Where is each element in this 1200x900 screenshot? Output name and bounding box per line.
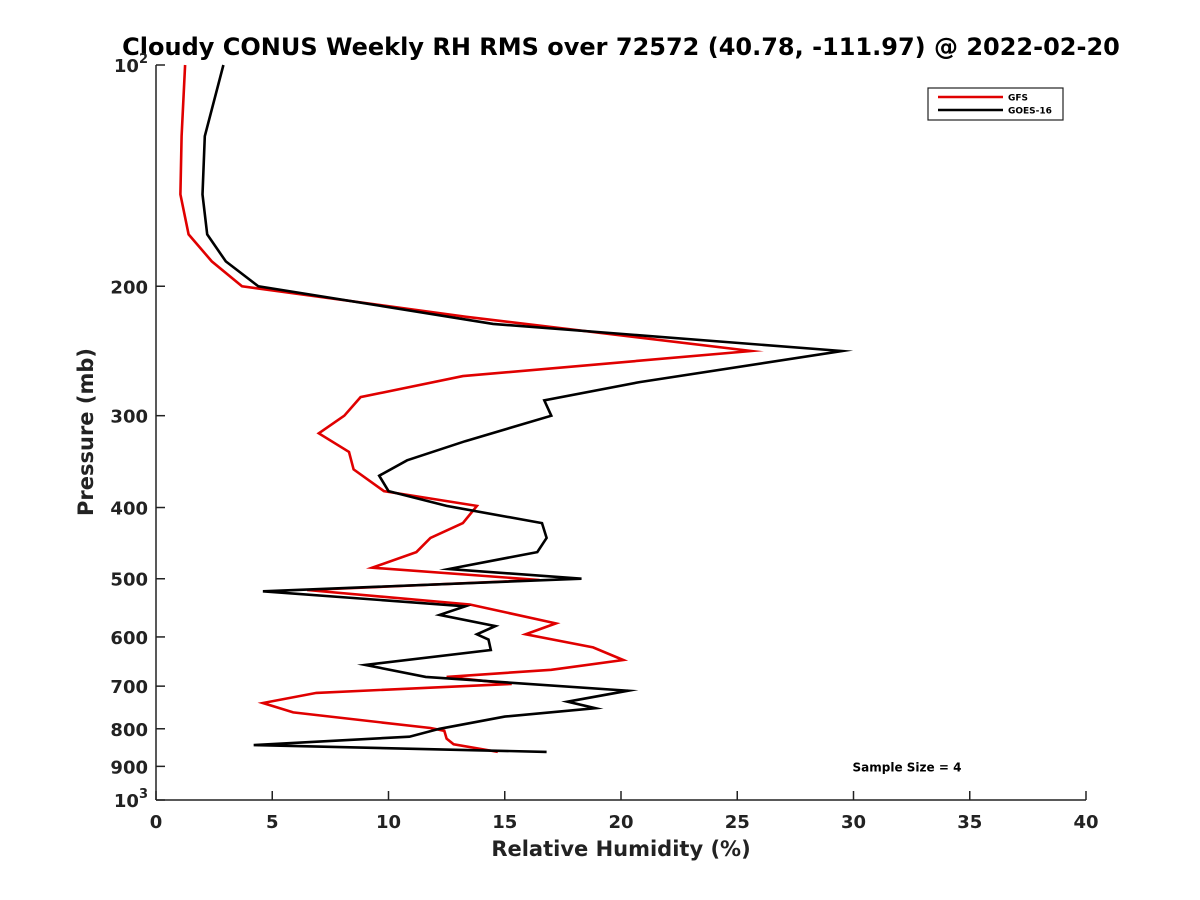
x-tick-label: 20	[608, 812, 633, 833]
series-line-gfs	[179, 64, 764, 754]
x-ticks: 0 5 10 15 20 25 30 35 40	[150, 791, 1099, 833]
y-tick-label: 200	[110, 277, 148, 298]
legend: GFS GOES-16	[927, 87, 1064, 121]
series-lines	[179, 64, 854, 754]
y-tick-label: 800	[110, 720, 148, 741]
x-tick-label: 0	[150, 812, 163, 833]
x-tick-label: 25	[725, 812, 750, 833]
y-tick-label: 700	[110, 677, 148, 698]
x-tick-label: 30	[841, 812, 866, 833]
y-tick-label: 102	[114, 52, 148, 77]
x-axis-label: Relative Humidity (%)	[491, 837, 750, 861]
y-tick-label: 500	[110, 570, 148, 591]
series-line-goes16	[201, 64, 854, 754]
chart-title: Cloudy CONUS Weekly RH RMS over 72572 (4…	[122, 33, 1120, 61]
y-tick-label: 103	[114, 787, 148, 812]
y-ticks: 102 200 300 400 500 600 700 800 900 103	[110, 52, 165, 812]
x-tick-label: 40	[1073, 812, 1098, 833]
y-tick-label: 900	[110, 757, 148, 778]
y-tick-label: 300	[110, 407, 148, 428]
y-axis-label: Pressure (mb)	[74, 348, 98, 516]
x-tick-label: 15	[492, 812, 517, 833]
legend-box	[927, 87, 1064, 121]
legend-label-goes16: GOES-16	[1008, 107, 1052, 117]
y-tick-label: 400	[110, 499, 148, 520]
y-tick-label: 600	[110, 628, 148, 649]
sample-size-annotation: Sample Size = 4	[853, 760, 962, 774]
x-tick-label: 35	[957, 812, 982, 833]
x-tick-label: 5	[266, 812, 279, 833]
x-tick-label: 10	[376, 812, 401, 833]
legend-label-gfs: GFS	[1008, 94, 1028, 104]
